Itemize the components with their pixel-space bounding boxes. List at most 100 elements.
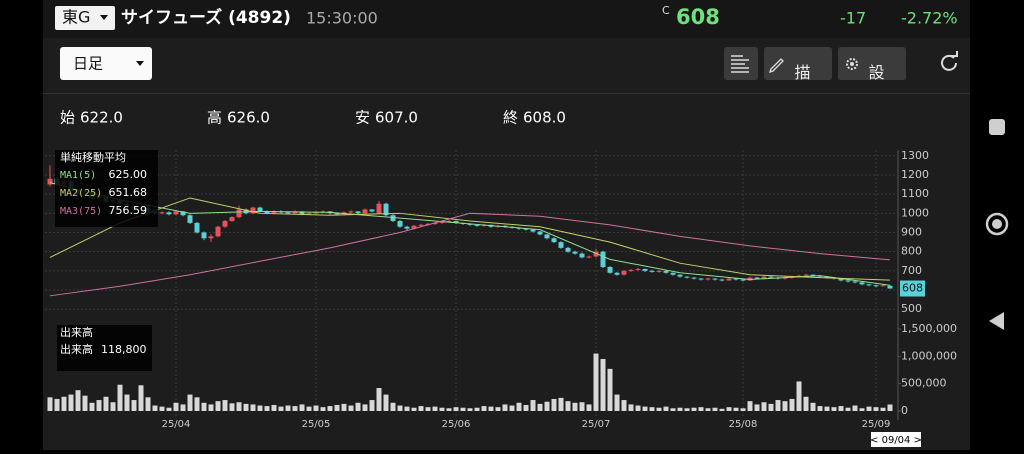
volume-bar: [355, 402, 361, 411]
nav-recent[interactable]: [989, 119, 1005, 135]
volume-bar: [565, 401, 571, 411]
volume-bar: [719, 408, 725, 411]
volume-bar: [516, 402, 522, 411]
draw-label: 描画: [792, 64, 811, 96]
period-select[interactable]: [60, 47, 152, 80]
candle-body: [642, 268, 648, 271]
candle-body: [173, 211, 179, 215]
volume-bar: [866, 406, 872, 411]
candle-body: [285, 212, 291, 214]
volume-bar: [838, 406, 844, 411]
summary-label: 安: [355, 109, 370, 127]
divider: [43, 93, 970, 94]
candle-body: [635, 268, 641, 270]
candle-body: [299, 211, 305, 215]
candle-body: [796, 275, 802, 277]
app-body: [43, 38, 970, 450]
volume-bar: [236, 402, 242, 411]
moving-average: [49, 197, 891, 281]
candle-body: [768, 276, 774, 278]
change-pct: -2.72%: [901, 9, 958, 28]
candle-body: [586, 256, 592, 258]
moving-average: [49, 212, 891, 297]
candle-body: [859, 282, 865, 285]
volume-bar: [859, 408, 865, 411]
volume-bar: [110, 402, 116, 411]
volume-title: 出来高: [60, 325, 93, 339]
nav-back[interactable]: [989, 312, 1004, 330]
draw-button[interactable]: [764, 47, 832, 80]
volume-bar: [320, 407, 326, 411]
candle-body: [446, 220, 452, 222]
volume-bar: [649, 407, 655, 411]
candle-body: [663, 270, 669, 273]
y-tick-label: 1000: [901, 206, 929, 219]
volume-readout: 118,800: [101, 343, 147, 356]
volume-bar: [159, 406, 165, 411]
summary-label: 始: [60, 109, 75, 127]
candle-body: [201, 232, 207, 239]
volume-bar: [712, 407, 718, 411]
market-select[interactable]: [55, 6, 115, 30]
volume-bar: [201, 402, 207, 411]
volume-bar: [481, 406, 487, 411]
candle-body: [558, 242, 564, 248]
volume-bar: [89, 402, 95, 411]
gear-icon: [846, 58, 858, 70]
candle-body: [362, 209, 368, 214]
ma-readout: 651.68: [109, 186, 148, 199]
price-prefix: C: [662, 4, 670, 17]
candle-body: [600, 251, 606, 268]
volume-bar: [61, 396, 67, 411]
volume-bar: [194, 397, 200, 411]
candle-body: [656, 270, 662, 272]
volume-bar: [775, 400, 781, 411]
candle-body: [712, 278, 718, 280]
ma-legend-title: 単純移動平均: [60, 150, 126, 164]
volume-bar: [446, 408, 452, 411]
candle-body: [719, 279, 725, 281]
volume-bar: [642, 406, 648, 411]
x-tick-label: 25/09: [862, 419, 891, 430]
volume-bar: [264, 406, 270, 411]
ma-name: MA3(75): [60, 206, 102, 217]
volume-bar: [824, 406, 830, 411]
volume-bar: [327, 406, 333, 411]
candle-body: [845, 280, 851, 282]
volume-bar: [257, 405, 263, 411]
x-tick-label: 25/07: [582, 419, 611, 430]
candle-body: [215, 226, 221, 237]
y-tick-label: 1200: [901, 168, 929, 181]
candle-body: [607, 267, 613, 273]
volume-bar: [803, 396, 809, 411]
volume-bar: [390, 402, 396, 411]
volume-bar: [138, 385, 144, 411]
x-tick-label: 25/04: [162, 419, 191, 430]
candle-body: [257, 207, 263, 212]
volume-bar: [229, 403, 235, 411]
candle-body: [761, 276, 767, 279]
candle-body: [348, 211, 354, 213]
volume-bar: [243, 403, 249, 411]
settings-button[interactable]: [838, 47, 906, 80]
candle-body: [159, 212, 165, 214]
volume-bar: [628, 404, 634, 411]
volume-bar: [698, 407, 704, 411]
stock-name: サイフューズ (4892): [121, 7, 291, 28]
volume-bar: [621, 400, 627, 411]
volume-bar: [474, 407, 480, 411]
summary-label: 高: [207, 109, 222, 127]
volume-bar: [306, 406, 312, 411]
period: 日足: [73, 55, 103, 73]
summary-label: 終: [503, 109, 518, 127]
nav-home[interactable]: [985, 212, 1009, 236]
settings-label: 設定: [866, 64, 885, 96]
candle-body: [810, 274, 816, 276]
volume-bar: [586, 404, 592, 411]
volume-bar: [488, 406, 494, 411]
volume-bar: [551, 398, 557, 411]
candle-body: [754, 277, 760, 279]
x-tick-label: 25/08: [729, 419, 758, 430]
volume-bar: [831, 407, 837, 411]
refresh-button[interactable]: [941, 54, 957, 71]
